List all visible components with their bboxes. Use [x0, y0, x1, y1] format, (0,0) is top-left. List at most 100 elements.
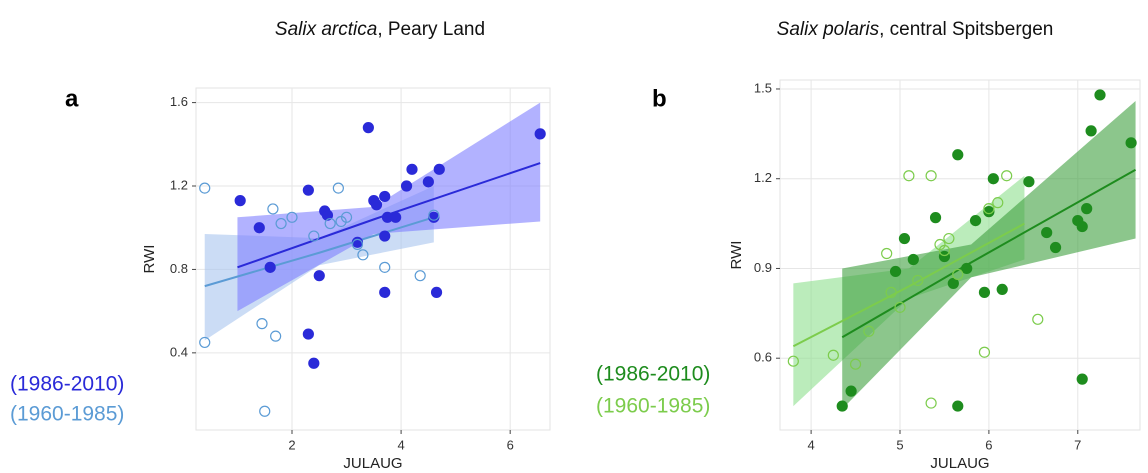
x-axis-label: JULAUG [930, 455, 989, 472]
data-point [849, 358, 862, 370]
data-point [1076, 220, 1088, 233]
data-point [433, 163, 445, 175]
data-point [938, 244, 951, 257]
data-point [1085, 125, 1097, 137]
data-point [938, 250, 951, 263]
data-point [286, 211, 298, 223]
legend-label: (1960-1985) [596, 395, 710, 418]
data-point [943, 232, 955, 245]
data-point [925, 397, 937, 409]
y-tick-label: 1.2 [170, 177, 188, 192]
fit-line [237, 162, 541, 269]
x-tick-label: 4 [397, 437, 404, 452]
data-point [234, 195, 246, 207]
data-point [898, 232, 911, 245]
data-point [925, 170, 937, 182]
data-point [302, 184, 314, 196]
data-point [969, 214, 982, 227]
x-axis-label: JULAUG [343, 455, 402, 472]
data-point [952, 149, 964, 161]
data-point [406, 163, 418, 175]
data-point [983, 206, 995, 218]
data-point [912, 274, 924, 287]
data-point [996, 283, 1008, 296]
data-point [992, 197, 1004, 209]
data-point [978, 346, 991, 358]
data-point [302, 328, 314, 340]
data-point [308, 230, 320, 242]
data-point [903, 170, 915, 182]
data-point [428, 209, 440, 221]
data-point [324, 217, 336, 230]
x-tick-label: 6 [507, 437, 514, 452]
panel-label: a [65, 85, 79, 112]
title-species: Salix arctica [275, 19, 377, 40]
data-point [259, 405, 271, 417]
y-tick-label: 1.5 [754, 80, 772, 95]
y-tick-label: 0.6 [754, 350, 772, 365]
data-point [199, 336, 211, 349]
data-point [357, 249, 369, 261]
data-point [1125, 137, 1137, 149]
data-point [1041, 226, 1053, 239]
data-point [270, 330, 282, 342]
data-point [1032, 313, 1044, 325]
data-point [400, 180, 413, 192]
data-point [961, 262, 973, 275]
title-place: , central Spitsbergen [879, 19, 1053, 40]
data-point [379, 230, 391, 242]
data-point [1023, 176, 1035, 188]
legend-label: (1986-2010) [10, 373, 124, 396]
data-point [199, 182, 211, 194]
data-point [370, 199, 383, 211]
data-point [952, 268, 964, 281]
y-tick-label: 0.9 [754, 260, 772, 275]
data-point [267, 203, 279, 215]
fit-line [792, 222, 1025, 348]
confidence-band [842, 100, 1136, 410]
data-point [978, 286, 991, 298]
x-tick-label: 7 [1074, 437, 1081, 452]
data-point [929, 212, 942, 224]
data-point [422, 176, 434, 188]
chart-title: Salix arctica, Peary Land [275, 19, 485, 40]
fit-line [204, 216, 435, 288]
data-point [390, 211, 402, 223]
data-point [264, 261, 276, 273]
data-point [863, 325, 875, 337]
x-tick-label: 6 [985, 437, 992, 452]
data-point [313, 270, 325, 282]
data-point [907, 253, 919, 266]
data-point [379, 190, 391, 203]
data-point [1076, 373, 1088, 385]
data-point [253, 222, 265, 234]
data-point [987, 173, 999, 185]
data-point [845, 385, 857, 397]
data-point [332, 182, 344, 194]
data-point [1001, 170, 1013, 182]
data-point [881, 247, 893, 260]
fit-line [841, 168, 1137, 339]
data-point [275, 217, 287, 230]
data-point [379, 286, 391, 298]
x-tick-label: 2 [288, 437, 295, 452]
data-point [351, 238, 364, 251]
data-point [1049, 241, 1062, 254]
data-point [321, 209, 334, 221]
legend-label: (1986-2010) [596, 363, 710, 386]
data-point [1081, 203, 1093, 215]
data-point [430, 286, 443, 298]
data-point [952, 400, 964, 412]
x-tick-label: 4 [807, 437, 814, 452]
data-point [1094, 89, 1106, 101]
y-tick-label: 1.2 [754, 170, 772, 185]
panel-label: b [652, 85, 667, 112]
data-point [836, 400, 848, 412]
data-point [787, 355, 799, 367]
y-axis-label: RWI [728, 241, 745, 270]
data-point [256, 318, 268, 330]
y-tick-label: 0.8 [170, 261, 188, 276]
y-tick-label: 1.6 [170, 94, 188, 109]
data-point [534, 128, 546, 140]
